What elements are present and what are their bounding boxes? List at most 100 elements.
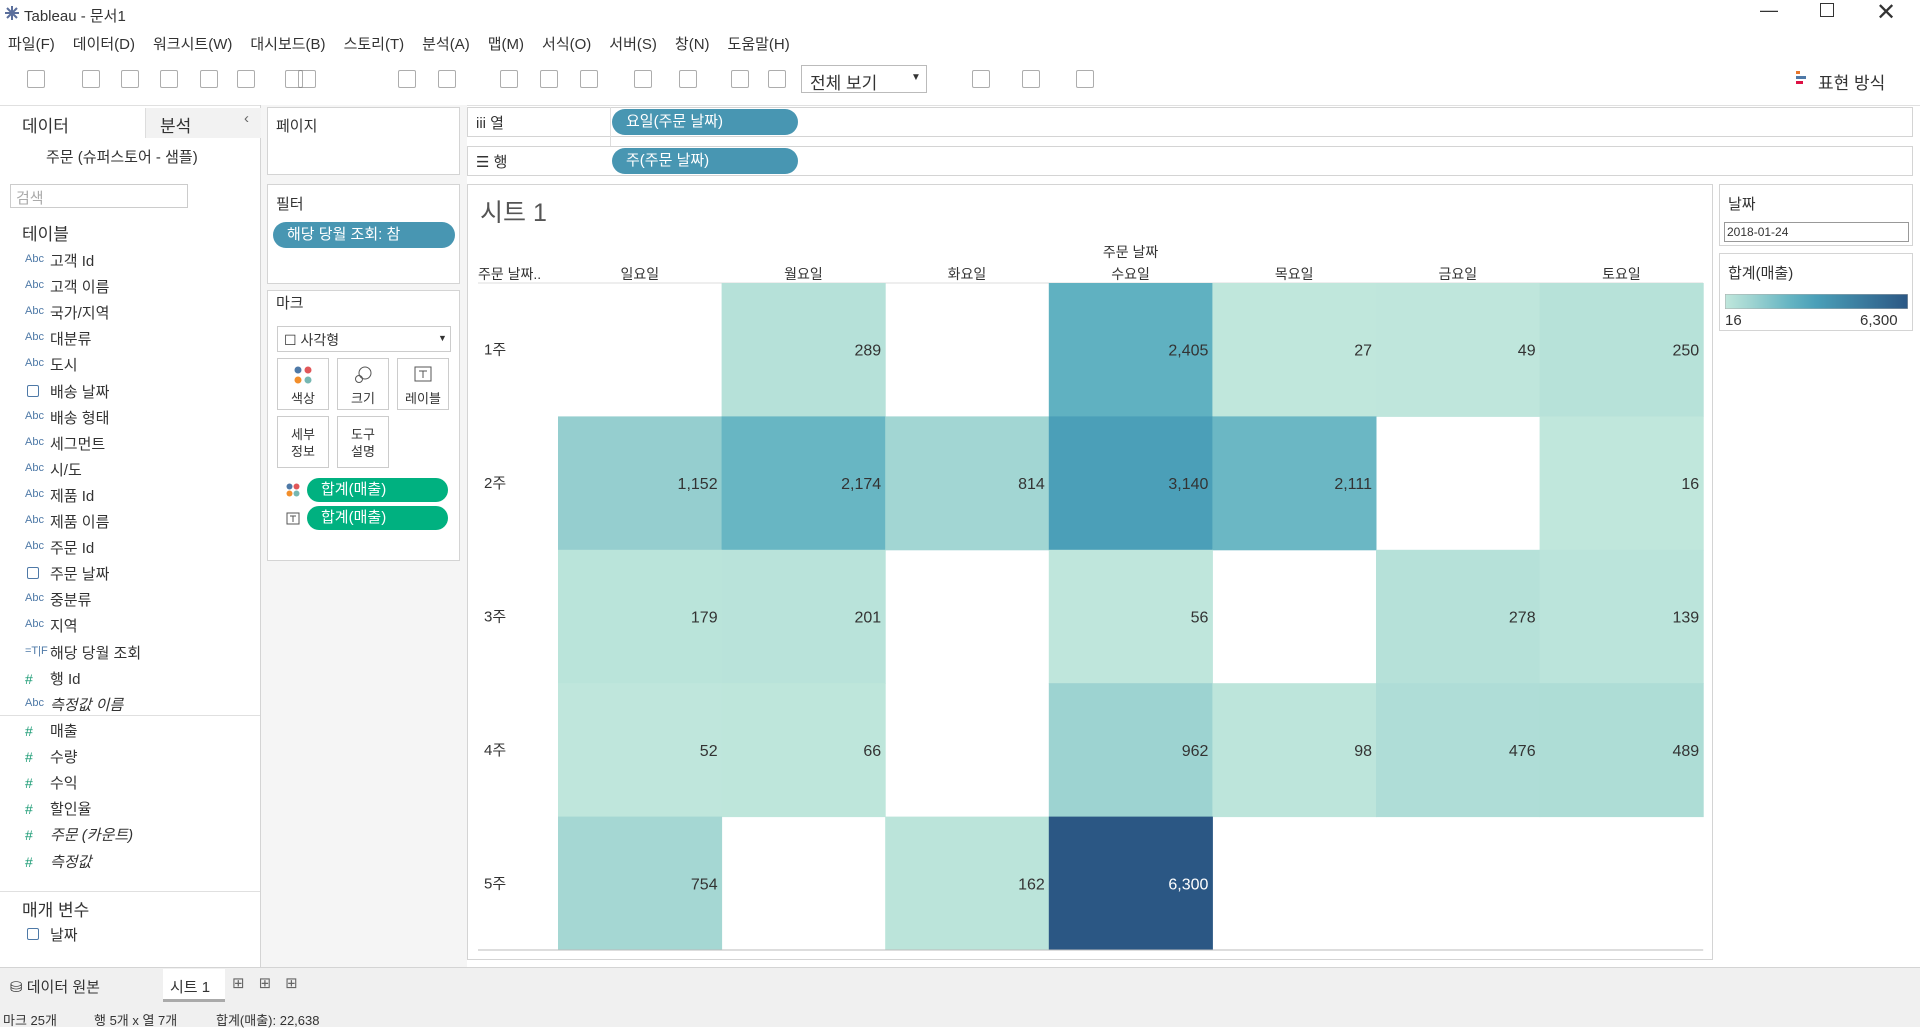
field[interactable]: 시/도 <box>50 461 82 479</box>
toolbar-button[interactable] <box>27 70 45 88</box>
toolbar-button[interactable] <box>438 70 456 88</box>
field-type-icon: Abc <box>25 461 44 474</box>
field[interactable]: 측정값 <box>50 853 92 871</box>
field[interactable]: 할인율 <box>50 801 92 819</box>
data-source[interactable]: 주문 (슈퍼스토어 - 샘플) <box>46 149 198 166</box>
cell-label: 56 <box>1191 610 1209 627</box>
field[interactable]: 도시 <box>50 357 78 375</box>
toolbar-button[interactable] <box>200 70 218 88</box>
menu-item[interactable]: 대시보드(B) <box>250 36 326 53</box>
field[interactable]: 고객 Id <box>50 253 95 270</box>
field-type-icon: # <box>25 853 33 870</box>
field[interactable]: 수량 <box>50 749 78 767</box>
column-header: 토요일 <box>1602 266 1641 282</box>
toolbar-button[interactable] <box>237 70 255 88</box>
cell-label: 814 <box>1018 476 1045 493</box>
heat-cell <box>1212 283 1377 417</box>
field[interactable]: 대분류 <box>50 331 92 349</box>
field[interactable]: 배송 형태 <box>50 409 110 427</box>
window-title: Tableau - 문서1 <box>24 8 126 25</box>
parameter-title: 날짜 <box>1728 196 1756 213</box>
show-me[interactable]: 표현 방식 <box>1818 74 1886 93</box>
columns-pill[interactable]: 요일(주문 날짜) <box>612 109 798 135</box>
field[interactable]: 국가/지역 <box>50 305 110 323</box>
toolbar-button[interactable] <box>298 70 316 88</box>
toolbar-button[interactable] <box>82 70 100 88</box>
toolbar-button[interactable] <box>160 70 178 88</box>
field[interactable]: 지역 <box>50 618 78 636</box>
toolbar-button[interactable] <box>1076 70 1094 88</box>
field[interactable]: 제품 이름 <box>50 514 110 531</box>
color-button[interactable]: 색상 <box>277 358 329 410</box>
new-tab-icons[interactable]: ⊞⊞⊞ <box>232 975 312 992</box>
field[interactable]: 중분류 <box>50 592 92 610</box>
color-pill[interactable]: 합계(매출) <box>307 478 448 502</box>
toolbar-button[interactable] <box>121 70 139 88</box>
menu-item[interactable]: 창(N) <box>674 36 710 53</box>
field[interactable]: 배송 날짜 <box>50 383 110 401</box>
label-button[interactable]: 레이블 <box>397 358 449 410</box>
cell-label: 476 <box>1509 743 1536 760</box>
tooltip-button[interactable]: 도구 설명 <box>337 416 389 468</box>
filter-pill[interactable]: 해당 당월 조회: 참 <box>273 222 455 248</box>
field[interactable]: 행 Id <box>50 670 81 688</box>
close[interactable]: ✕ <box>1876 0 1897 26</box>
heat-cell <box>885 416 1050 551</box>
field-type-icon: # <box>25 801 33 818</box>
heat-cell <box>558 549 723 684</box>
menu-item[interactable]: 스토리(T) <box>343 36 405 53</box>
cell-label: 2,111 <box>1334 476 1372 493</box>
size-button[interactable]: 크기 <box>337 358 389 410</box>
label-pill[interactable]: 합계(매출) <box>307 506 448 530</box>
toolbar-button[interactable] <box>580 70 598 88</box>
sheet-tab[interactable] <box>163 969 225 1002</box>
parameter-card <box>1719 184 1913 246</box>
cell-label: 49 <box>1518 343 1536 360</box>
toolbar-button[interactable] <box>1022 70 1040 88</box>
toolbar-button[interactable] <box>500 70 518 88</box>
menu-item[interactable]: 도움말(H) <box>727 36 790 53</box>
toolbar-button[interactable] <box>285 70 303 88</box>
toolbar-button[interactable] <box>768 70 786 88</box>
view-dropdown[interactable] <box>801 65 927 93</box>
parameter-input[interactable] <box>1724 222 1909 242</box>
menu-item[interactable]: 파일(F) <box>8 36 55 53</box>
toolbar-button[interactable] <box>679 70 697 88</box>
cell-label: 66 <box>863 743 881 760</box>
toolbar-button[interactable] <box>634 70 652 88</box>
menu-item[interactable]: 워크시트(W) <box>153 36 233 53</box>
toolbar-button[interactable] <box>731 70 749 88</box>
menu-item[interactable]: 분석(A) <box>422 36 470 53</box>
menu-item[interactable]: 서식(O) <box>542 36 592 53</box>
toolbar-button[interactable] <box>398 70 416 88</box>
menu-item[interactable]: 데이터(D) <box>72 36 135 53</box>
maximize[interactable] <box>1820 3 1834 17</box>
toolbar-button[interactable] <box>972 70 990 88</box>
field[interactable]: 해당 당월 조회 <box>50 644 142 662</box>
field[interactable]: 수익 <box>50 775 78 793</box>
field-type-icon: =T|F <box>25 644 48 657</box>
app-icon <box>5 6 19 20</box>
data-tab[interactable]: 데이터 <box>22 117 69 136</box>
field[interactable]: 주문 (카운트) <box>50 827 134 845</box>
minimize[interactable]: — <box>1760 0 1778 20</box>
data-source-tab[interactable]: ⛁ 데이터 원본 <box>10 979 100 996</box>
mark-type-dropdown[interactable] <box>277 326 451 352</box>
field[interactable]: 세그먼트 <box>50 435 106 453</box>
field[interactable]: 주문 날짜 <box>50 566 110 584</box>
field[interactable]: 매출 <box>50 723 78 740</box>
field[interactable]: 측정값 이름 <box>50 696 124 714</box>
field[interactable]: 날짜 <box>50 927 78 944</box>
toolbar-button[interactable] <box>540 70 558 88</box>
search-box[interactable] <box>10 184 188 208</box>
detail-button[interactable]: 세부 정보 <box>277 416 329 468</box>
menu-item[interactable]: 서버(S) <box>609 36 657 53</box>
collapse[interactable]: ‹ <box>244 110 249 127</box>
field[interactable]: 제품 Id <box>50 487 95 505</box>
field[interactable]: 고객 이름 <box>50 279 110 297</box>
analysis-tab[interactable]: 분석 <box>160 117 192 136</box>
menu-item[interactable]: 맵(M) <box>487 36 525 53</box>
rows-pill[interactable]: 주(주문 날짜) <box>612 148 798 174</box>
field[interactable]: 주문 Id <box>50 540 95 558</box>
cell-label: 250 <box>1672 343 1699 360</box>
